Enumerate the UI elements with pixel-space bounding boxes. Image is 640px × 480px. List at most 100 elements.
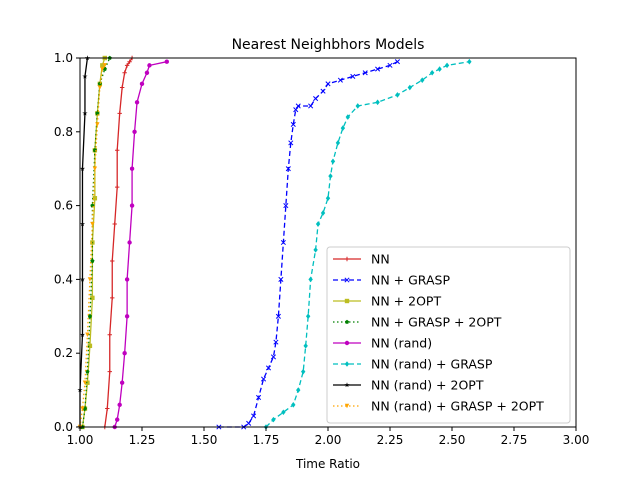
data-point (291, 402, 296, 408)
legend-label: NN (rand) (371, 336, 432, 351)
data-point (281, 409, 286, 416)
data-point (467, 58, 472, 65)
legend-item: NN (333, 252, 390, 267)
data-point (288, 140, 294, 146)
data-point (119, 380, 125, 385)
data-point (278, 276, 284, 282)
data-point (82, 73, 88, 79)
data-point (129, 166, 135, 171)
data-point (147, 63, 152, 68)
data-point (395, 92, 400, 98)
legend-marker (344, 340, 350, 346)
data-point (350, 73, 356, 80)
data-point (100, 66, 105, 72)
legend-label: NN (371, 252, 390, 267)
data-point (79, 332, 86, 337)
data-point (437, 66, 442, 72)
legend-label: NN + 2OPT (371, 294, 441, 309)
data-point (129, 203, 135, 208)
data-point (79, 276, 86, 282)
data-point (107, 369, 112, 374)
data-point (375, 66, 381, 72)
y-tick-label: 0.6 (54, 199, 73, 213)
data-point (295, 103, 301, 109)
data-point (320, 88, 326, 94)
data-point (308, 276, 313, 283)
data-point (375, 99, 380, 106)
legend-label: NN (rand) + 2OPT (371, 378, 484, 393)
data-point (313, 96, 319, 102)
data-point (134, 100, 140, 105)
data-point (90, 221, 95, 227)
data-point (340, 125, 346, 131)
data-point (79, 221, 86, 227)
data-point (280, 239, 286, 246)
data-point (87, 343, 93, 349)
data-point (305, 313, 311, 320)
legend-marker (344, 361, 350, 367)
data-point (124, 277, 130, 282)
data-point (92, 166, 98, 171)
data-point (328, 173, 333, 179)
data-point (394, 59, 400, 65)
series-5 (112, 59, 169, 430)
data-point (429, 69, 435, 76)
x-tick-label: 1.50 (191, 433, 218, 447)
data-point (275, 313, 281, 319)
data-point (444, 62, 450, 69)
data-point (283, 203, 289, 209)
legend-marker (344, 277, 350, 283)
series-3 (80, 55, 107, 430)
data-point (102, 63, 107, 68)
data-point (82, 110, 88, 116)
y-tick-label: 0.4 (54, 272, 73, 286)
legend-label: NN + GRASP + 2OPT (371, 315, 502, 330)
legend-box (326, 246, 571, 424)
data-point (313, 247, 318, 253)
data-point (325, 195, 331, 202)
data-point (110, 258, 115, 264)
legend-item: NN (rand) + 2OPT (333, 378, 484, 393)
data-point (296, 387, 301, 393)
chart-title: Nearest Neighbhors Models (232, 37, 425, 53)
legend-item: NN + GRASP (333, 273, 450, 288)
legend-marker (344, 319, 350, 324)
data-point (117, 402, 122, 408)
series-8 (77, 63, 107, 430)
data-point (256, 394, 262, 401)
legend-label: NN (rand) + GRASP (371, 357, 493, 372)
data-point (117, 111, 122, 116)
data-point (97, 85, 103, 90)
data-point (320, 210, 326, 216)
data-point (80, 406, 85, 411)
data-point (407, 84, 413, 91)
data-point (271, 416, 276, 423)
y-tick-label: 0.2 (54, 346, 73, 360)
data-point (124, 314, 130, 319)
data-point (387, 62, 393, 68)
data-point (420, 77, 425, 83)
data-point (79, 166, 86, 171)
data-point (260, 376, 267, 382)
data-point (315, 221, 321, 227)
data-point (273, 339, 279, 345)
x-tick-label: 3.00 (563, 433, 590, 447)
data-point (308, 103, 314, 109)
data-point (362, 70, 368, 76)
data-point (115, 184, 120, 190)
x-axis-label: Time Ratio (295, 457, 360, 471)
data-point (330, 158, 336, 165)
x-tick-label: 1.75 (253, 433, 280, 447)
data-point (87, 277, 93, 282)
series-line (218, 61, 398, 428)
data-point (90, 258, 95, 263)
data-point (164, 59, 169, 64)
data-point (127, 59, 132, 64)
series-6 (263, 58, 472, 430)
x-tick-label: 1.25 (129, 433, 156, 447)
legend-marker (344, 403, 350, 409)
axis-ticks: 1.00 1.25 1.50 1.75 2.00 2.25 2.50 2.75 3.00 0.0 0… (54, 51, 589, 447)
data-point (290, 121, 296, 127)
data-point (122, 351, 127, 356)
